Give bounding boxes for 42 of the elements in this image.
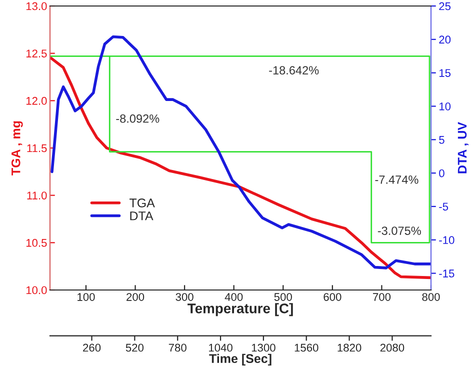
x-tick-label: 500 xyxy=(274,293,292,301)
y2-tick-label: 0 xyxy=(439,169,444,178)
y2-tick-label: 20 xyxy=(439,36,451,44)
y2-tick-label: 5 xyxy=(439,136,444,144)
x-axis-title: Temperature [C] xyxy=(188,303,293,316)
y-tick-label: 13.0 xyxy=(26,2,47,10)
x-tick-label: 100 xyxy=(78,293,95,301)
x2-tick-label: 780 xyxy=(168,344,186,352)
x2-tick-label: 260 xyxy=(83,344,101,352)
annotation: -3.075% xyxy=(378,226,421,235)
y-axis-title: TGA , mg xyxy=(11,121,23,176)
x2-tick-label: 520 xyxy=(126,344,144,352)
x2-tick-label: 1820 xyxy=(338,344,362,352)
annotation: -7.474% xyxy=(375,176,418,184)
annotation: -8.092% xyxy=(116,114,160,123)
y2-axis-title: DTA , UV xyxy=(458,122,468,174)
x-tick-label: 300 xyxy=(176,293,194,301)
y2-tick-label: 25 xyxy=(439,2,451,10)
x2-tick-label: 1300 xyxy=(252,344,276,352)
y2-tick-label: -10 xyxy=(439,236,454,244)
x-tick-label: 400 xyxy=(224,293,243,301)
y-tick-label: 11.5 xyxy=(27,144,47,152)
y2-tick-label: -5 xyxy=(439,202,448,211)
y-tick-label: 10.5 xyxy=(26,238,47,247)
y2-tick-label: -15 xyxy=(439,270,454,278)
y-tick-label: 10.0 xyxy=(26,286,47,294)
legend-label: DTA xyxy=(130,212,154,220)
y2-tick-label: 10 xyxy=(439,102,451,110)
annotation: -18.642% xyxy=(269,66,319,74)
x2-tick-label: 2080 xyxy=(380,344,404,352)
x-tick-label: 600 xyxy=(324,293,342,301)
x2-tick-label: 1560 xyxy=(294,344,318,352)
y-tick-label: 11.0 xyxy=(27,192,47,200)
legend-label: TGA xyxy=(130,198,155,208)
y-tick-label: 12.5 xyxy=(26,50,47,58)
x-tick-label: 800 xyxy=(422,293,440,301)
y2-tick-label: 15 xyxy=(439,69,451,77)
y-tick-label: 12.0 xyxy=(26,96,47,105)
x-tick-label: 200 xyxy=(126,293,144,301)
x-tick-label: 700 xyxy=(373,293,391,301)
x2-tick-label: 1040 xyxy=(209,344,232,352)
x2-axis-title: Time [Sec] xyxy=(209,354,272,366)
